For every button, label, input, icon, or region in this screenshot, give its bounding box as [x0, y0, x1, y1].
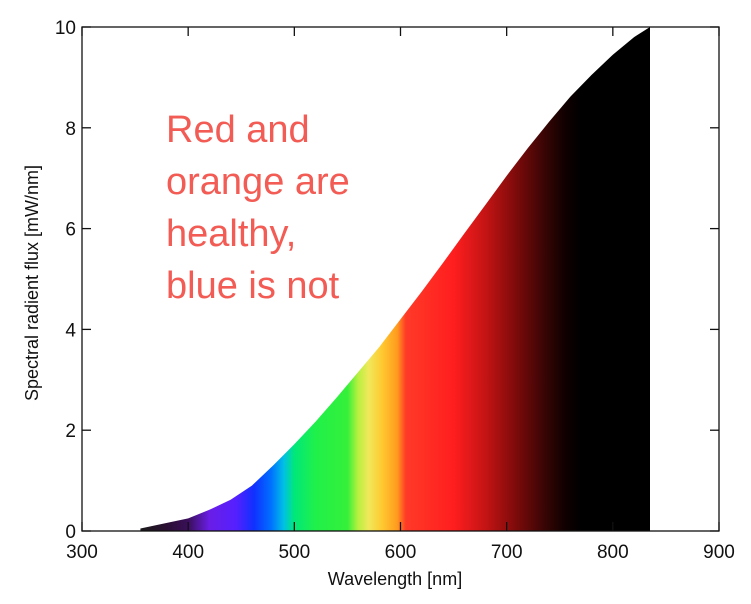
y-tick-label-10: 10: [55, 18, 76, 39]
annotation-line-2: healthy,: [166, 213, 296, 255]
x-axis-title: Wavelength [nm]: [328, 569, 462, 589]
x-tick-label-300: 300: [66, 542, 98, 563]
annotation-line-3: blue is not: [166, 265, 340, 307]
annotation-text: Red and orange are healthy, blue is not: [166, 109, 350, 307]
x-tick-label-400: 400: [172, 542, 204, 563]
y-tick-label-6: 6: [65, 220, 76, 241]
y-tick-label-8: 8: [65, 119, 76, 140]
x-tick-label-800: 800: [597, 542, 629, 563]
annotation-line-1: orange are: [166, 161, 350, 203]
x-tick-label-700: 700: [491, 542, 523, 563]
annotation-line-0: Red and: [166, 109, 310, 151]
y-tick-label-4: 4: [65, 320, 76, 341]
x-tick-label-600: 600: [385, 542, 417, 563]
y-tick-label-2: 2: [65, 421, 76, 442]
x-tick-label-900: 900: [703, 542, 735, 563]
y-tick-label-0: 0: [65, 522, 76, 543]
x-tick-label-500: 500: [278, 542, 310, 563]
y-axis-title: Spectral radient flux [mW/nm]: [22, 165, 42, 401]
